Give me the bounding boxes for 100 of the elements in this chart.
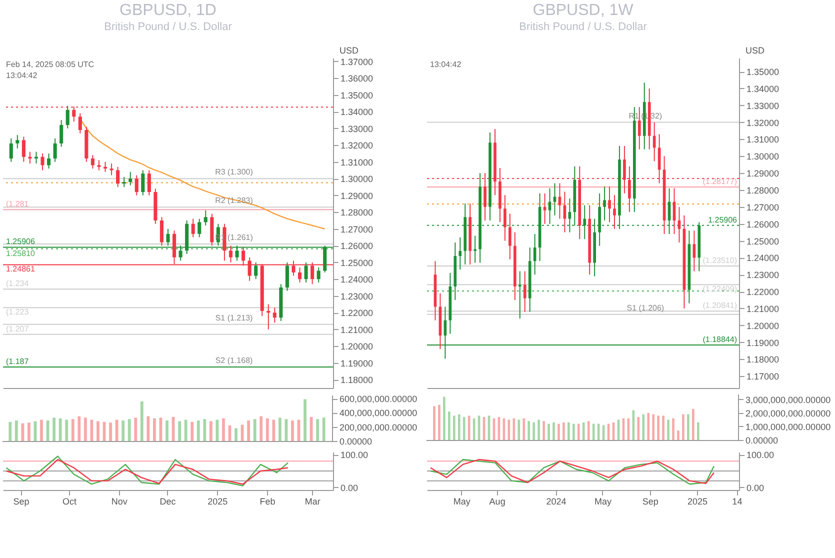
bar <box>65 420 68 441</box>
bar <box>196 420 200 441</box>
bar <box>522 418 526 440</box>
y-tick-label: 1.26000 <box>340 241 374 252</box>
bar <box>512 418 516 440</box>
y-tick-label: 1.19000 <box>746 338 780 348</box>
annotation: S1 (1.206) <box>626 303 664 312</box>
candlestick <box>285 262 289 292</box>
y-tick-label: 2,000,000,000.00000 <box>746 408 831 418</box>
annotation: S2 (1.168) <box>215 356 254 366</box>
bar <box>209 421 212 441</box>
bar <box>14 420 18 441</box>
y-tick-label: 1.32000 <box>746 118 780 128</box>
candlestick <box>304 262 308 283</box>
bar <box>552 422 555 440</box>
bar <box>96 421 100 441</box>
candlestick <box>160 216 164 246</box>
bar <box>692 408 694 440</box>
bar <box>291 420 294 441</box>
bar <box>28 422 30 441</box>
bar <box>115 420 118 441</box>
bar <box>260 416 263 441</box>
bar <box>316 419 320 441</box>
y-tick-label: 1.25000 <box>746 236 780 246</box>
y-tick-label: 0.00000 <box>340 436 372 446</box>
y-tick-label: 0.00 <box>340 482 358 493</box>
bar <box>582 422 585 440</box>
bar <box>433 406 436 440</box>
annotation: Feb 14, 2025 08:05 UTC <box>6 60 94 69</box>
chart-title: GBPUSD, 1D <box>120 2 216 19</box>
bar <box>134 418 138 441</box>
candlestick <box>16 134 20 149</box>
bar <box>647 412 650 440</box>
annotation: 13:04:42 <box>6 71 38 80</box>
bar <box>682 414 684 440</box>
bar <box>146 416 150 441</box>
y-tick-label: 1.23000 <box>746 270 780 280</box>
bar <box>452 416 456 440</box>
candlestick <box>66 105 70 129</box>
bar <box>222 418 225 441</box>
y-tick-label: 1.27000 <box>746 202 780 212</box>
bar <box>8 422 12 441</box>
bar <box>672 418 674 440</box>
bar <box>462 417 466 440</box>
bar <box>78 416 81 441</box>
bar <box>253 419 256 441</box>
candlestick <box>563 191 566 233</box>
bar <box>548 424 550 440</box>
bar <box>696 422 700 440</box>
y-tick-label: 1.20000 <box>340 342 374 352</box>
y-tick-label: 600,000,000.00000 <box>340 394 418 404</box>
y-tick-label: 1.34000 <box>746 84 780 94</box>
bar <box>577 424 580 440</box>
y-tick-label: 1.28000 <box>340 208 374 218</box>
y-tick-label: 1.31000 <box>746 134 780 145</box>
y-axis-title: USD <box>340 46 359 56</box>
x-tick-label: 2024 <box>546 496 566 506</box>
y-tick-label: 1.21000 <box>340 324 374 335</box>
x-tick-label: Sep <box>13 496 30 506</box>
y-tick-label: 1.20000 <box>746 320 780 331</box>
y-tick-label: 1.31000 <box>340 157 374 168</box>
bar <box>84 418 87 441</box>
candlestick <box>198 218 202 238</box>
y-tick-label: 1.26000 <box>746 219 780 230</box>
x-tick-label: 2025 <box>687 496 708 506</box>
annotation: 13:04:42 <box>430 60 462 69</box>
x-tick-label: Dec <box>160 496 176 506</box>
bar <box>443 396 446 440</box>
bar <box>58 418 62 441</box>
y-tick-label: 1.37000 <box>340 56 374 67</box>
bar <box>568 422 570 440</box>
bar <box>687 414 690 440</box>
candlestick <box>608 186 611 223</box>
bar <box>128 419 131 441</box>
bar <box>542 421 545 440</box>
candlestick <box>272 307 276 324</box>
candlestick <box>40 152 44 171</box>
bar <box>438 404 440 440</box>
y-tick-label: 1.18000 <box>746 354 780 365</box>
ref-line-label: (1.28177) <box>702 177 738 186</box>
candlestick <box>90 154 94 170</box>
bar <box>216 420 219 441</box>
bar <box>272 420 276 441</box>
y-tick-label: 1.34000 <box>340 107 374 118</box>
y-tick-label: 1.23000 <box>340 291 374 302</box>
candlestick <box>97 160 101 171</box>
candlestick <box>128 171 132 186</box>
ref-line-label: 1.25906 <box>6 237 36 246</box>
y-tick-label: 1.24000 <box>746 253 780 264</box>
candlestick <box>53 138 57 162</box>
bar <box>562 422 565 440</box>
bar <box>140 401 144 441</box>
y-tick-label: 1.33000 <box>746 100 780 111</box>
candlestick <box>60 119 64 148</box>
y-tick-label: 1.36000 <box>340 74 374 84</box>
y-tick-label: 100.00 <box>746 450 774 460</box>
y-tick-label: 1.33000 <box>340 124 374 134</box>
y-tick-label: 1.30000 <box>340 174 374 184</box>
x-tick-label: Feb <box>260 496 276 506</box>
candlestick <box>458 236 462 270</box>
